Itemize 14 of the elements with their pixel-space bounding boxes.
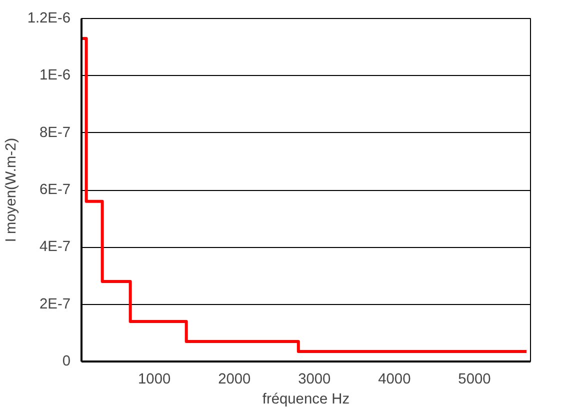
y-tick-label: 8E-7 (40, 124, 71, 141)
x-tick-label: 3000 (298, 372, 331, 388)
y-tick-label: 0 (62, 354, 71, 370)
y-tick-label: 2E-7 (40, 296, 71, 312)
y-axis-title: I moyen(W.m-2) (3, 138, 20, 242)
y-tick-label: 1E-6 (40, 68, 71, 84)
x-tick-label: 1000 (138, 372, 171, 388)
x-tick-label: 2000 (218, 372, 251, 388)
y-tick-label: 1.2E-6 (27, 10, 71, 26)
x-tick-label: 5000 (458, 372, 491, 388)
x-axis-title: fréquence Hz (262, 392, 350, 408)
x-tick-label: 4000 (378, 372, 411, 388)
y-tick-label: 6E-7 (40, 182, 71, 198)
y-tick-label: 4E-7 (40, 239, 71, 256)
